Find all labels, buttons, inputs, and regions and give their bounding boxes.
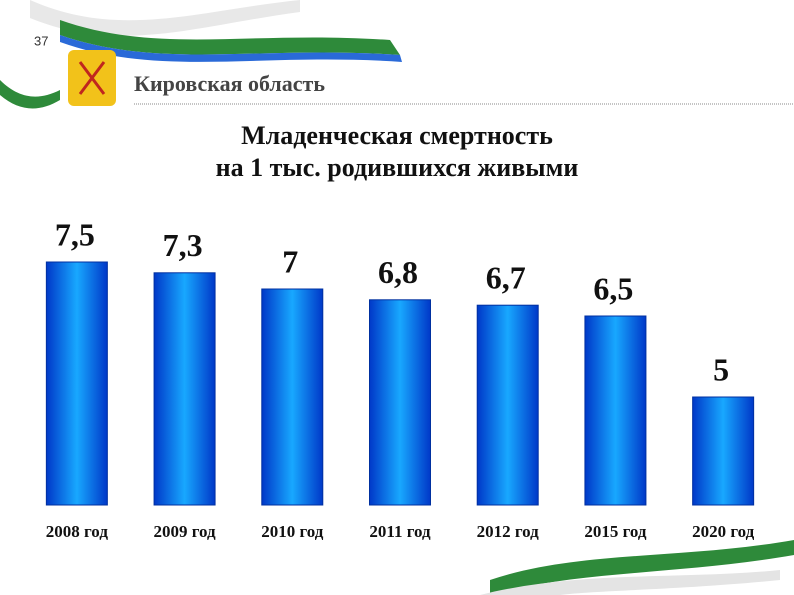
bar: [584, 315, 647, 506]
ribbon: [0, 80, 60, 109]
chart-title: Младенческая смертность: [241, 121, 553, 150]
ribbon: [60, 35, 402, 62]
bar: [45, 261, 108, 506]
value-label: 5: [713, 351, 729, 387]
value-label: 6,8: [378, 254, 418, 290]
bar: [692, 396, 755, 506]
page-number: 37: [34, 33, 48, 48]
x-tick-label: 2012 год: [477, 522, 540, 541]
x-tick-label: 2009 год: [153, 522, 216, 541]
value-label: 6,7: [486, 260, 526, 296]
bar: [369, 299, 431, 506]
coat-of-arms: [78, 61, 106, 95]
value-label: 7: [282, 243, 298, 279]
bar: [153, 272, 216, 506]
x-tick-label: 2008 год: [46, 522, 109, 541]
x-tick-label: 2010 год: [261, 522, 324, 541]
header: Кировская область: [134, 71, 325, 96]
value-label: 6,5: [593, 270, 633, 306]
ribbon: [60, 20, 400, 55]
value-label: 7,3: [163, 227, 203, 263]
value-label: 7,5: [55, 216, 95, 252]
bar: [261, 288, 324, 506]
chart-subtitle: на 1 тыс. родившихся живыми: [216, 153, 579, 182]
ribbon: [490, 540, 794, 595]
bar: [476, 304, 539, 506]
x-tick-label: 2015 год: [584, 522, 647, 541]
x-tick-label: 2020 год: [692, 522, 755, 541]
x-tick-label: 2011 год: [369, 522, 431, 541]
ribbon: [30, 0, 300, 36]
ribbon: [480, 570, 780, 595]
